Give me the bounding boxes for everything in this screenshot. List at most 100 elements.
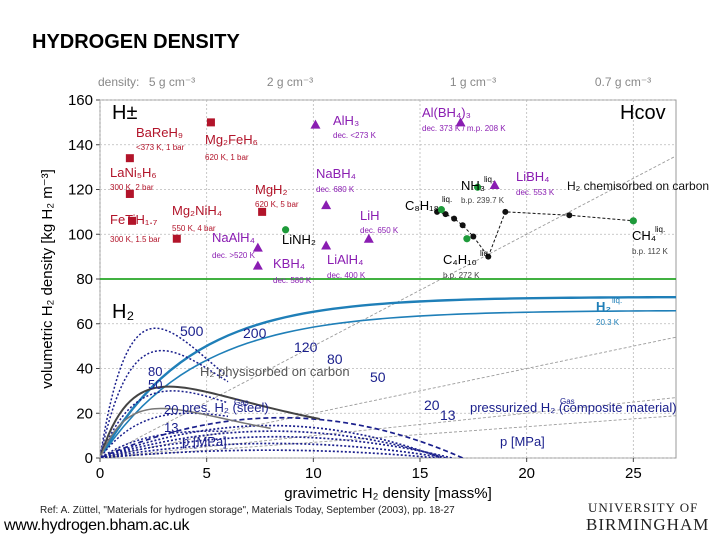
region-label-upper-right: Hcov [620, 102, 666, 124]
chemisorbed-label: H₂ chemisorbed on carbon [567, 179, 709, 193]
data-point-circle [474, 183, 482, 191]
data-point-square [125, 154, 134, 163]
chemisorbed-point [566, 212, 573, 219]
material-label: C₈H₁₈ [405, 198, 439, 213]
y-tick-label: 40 [76, 361, 93, 378]
data-point-triangle [455, 117, 466, 127]
composite-pressure-curve [100, 435, 453, 458]
composite-pressure-title: pressurized H₂ (composite material) [470, 400, 677, 415]
composite-pressure-unit: p [MPa] [500, 434, 545, 449]
material-note: dec. 373 K / m.p. 208 K [422, 124, 506, 133]
physisorbed-label: H₂ physisorbed on carbon [200, 364, 350, 379]
y-axis-label: volumetric H₂ density [kg H₂ m⁻³] [39, 169, 56, 389]
material-label: NH₃ [461, 178, 485, 193]
data-point-circle [629, 217, 637, 225]
material-tag: liq. [480, 249, 490, 258]
data-point-square [125, 189, 134, 198]
composite-pressure-label: 200 [243, 325, 267, 341]
x-tick-label: 10 [305, 465, 322, 482]
steel-pressure-label: 80 [148, 364, 162, 379]
data-point-triangle [252, 260, 263, 270]
material-note: b.p. 112 K [632, 247, 669, 256]
composite-pressure-curve [100, 424, 442, 458]
material-note: 620 K, 5 bar [255, 200, 299, 209]
density-line-label: 2 g cm⁻³ [267, 75, 313, 89]
material-note: dec. 580 K [273, 276, 312, 285]
material-label: LiAlH₄ [327, 252, 363, 267]
website-url[interactable]: www.hydrogen.bham.ac.uk [4, 517, 190, 534]
material-note: dec. 680 K [316, 185, 355, 194]
steel-pressure-label: 50 [148, 377, 162, 392]
material-note: 300 K, 1.5 bar [110, 235, 161, 244]
y-tick-label: 120 [68, 182, 93, 199]
y-tick-label: 80 [76, 271, 93, 288]
data-point-circle [463, 235, 471, 243]
material-note: 300 K, 2 bar [110, 183, 154, 192]
material-note: dec. 650 K [360, 226, 399, 235]
composite-pressure-label: 120 [294, 339, 318, 355]
physisorbed-curve [100, 385, 320, 456]
material-tag: liq. [484, 175, 494, 184]
chemisorbed-point [451, 215, 458, 222]
data-point-triangle [252, 242, 263, 252]
density-line-label: 0.7 g cm⁻³ [595, 75, 651, 89]
composite-pressure-label: 500 [180, 323, 204, 339]
material-label: LiH [360, 208, 380, 223]
composite-pressure-label: 80 [327, 351, 343, 367]
physisorbed-curve-lower [100, 407, 271, 456]
material-label: LiBH₄ [516, 169, 549, 184]
material-tag: liq. [442, 195, 452, 204]
data-point-square [258, 207, 267, 216]
density-line-label: 5 g cm⁻³ [149, 75, 195, 89]
composite-pressure-label: 20 [424, 397, 440, 413]
chemisorbed-point [459, 222, 466, 229]
x-tick-label: 5 [202, 465, 210, 482]
data-point-square [172, 234, 181, 243]
material-label: Mg₂NiH₄ [172, 203, 222, 218]
density-line [100, 336, 676, 458]
material-label: Al(BH₄)₃ [422, 105, 471, 120]
region-label-upper: H± [112, 102, 137, 124]
material-label: H₂ [596, 299, 611, 314]
chemisorbed-point [470, 233, 477, 240]
material-label: Mg₂FeH₆ [205, 132, 258, 147]
density-line-label: 1 g cm⁻³ [450, 75, 496, 89]
x-tick-label: 15 [412, 465, 429, 482]
chemisorbed-curve [436, 211, 634, 258]
y-tick-label: 140 [68, 137, 93, 154]
material-label: KBH₄ [273, 256, 305, 271]
density-line [100, 155, 676, 458]
material-label: MgH₂ [255, 182, 288, 197]
composite-pressure-label: 13 [440, 407, 456, 423]
material-note: <373 K, 1 bar [136, 143, 185, 152]
material-label: C₄H₁₀ [443, 252, 477, 267]
data-point-triangle [363, 233, 374, 243]
y-tick-label: 160 [68, 92, 93, 109]
material-label: LiNH₂ [282, 232, 316, 247]
chemisorbed-point [442, 211, 449, 218]
steel-pressure-curve [100, 430, 229, 458]
material-tag: liq. [612, 296, 622, 305]
y-tick-label: 60 [76, 316, 93, 333]
slide-title: HYDROGEN DENSITY [32, 31, 240, 53]
density-line [100, 397, 676, 458]
x-tick-label: 25 [625, 465, 642, 482]
material-label: NaAlH₄ [212, 230, 255, 245]
data-point-square [206, 118, 215, 127]
composite-pressure-curve [100, 449, 438, 458]
composite-pressure-label: 50 [370, 369, 386, 385]
material-label: AlH₃ [333, 113, 359, 128]
material-note: b.p. 239.7 K [461, 196, 505, 205]
steel-pressure-curve [100, 412, 229, 458]
steel-gas-tag: Gas [234, 398, 249, 407]
reference-text: Ref: A. Züttel, "Materials for hydrogen … [40, 505, 455, 516]
steel-pressure-unit: p [MPa] [182, 434, 227, 449]
y-tick-label: 100 [68, 226, 93, 243]
region-label-lower: H₂ [112, 301, 134, 323]
data-point-circle [282, 226, 290, 234]
data-point-triangle [321, 240, 332, 250]
material-label: FeTiH₁.₇ [110, 212, 158, 227]
material-note: dec. 400 K [327, 271, 366, 280]
gas-h2-curve [103, 309, 676, 453]
